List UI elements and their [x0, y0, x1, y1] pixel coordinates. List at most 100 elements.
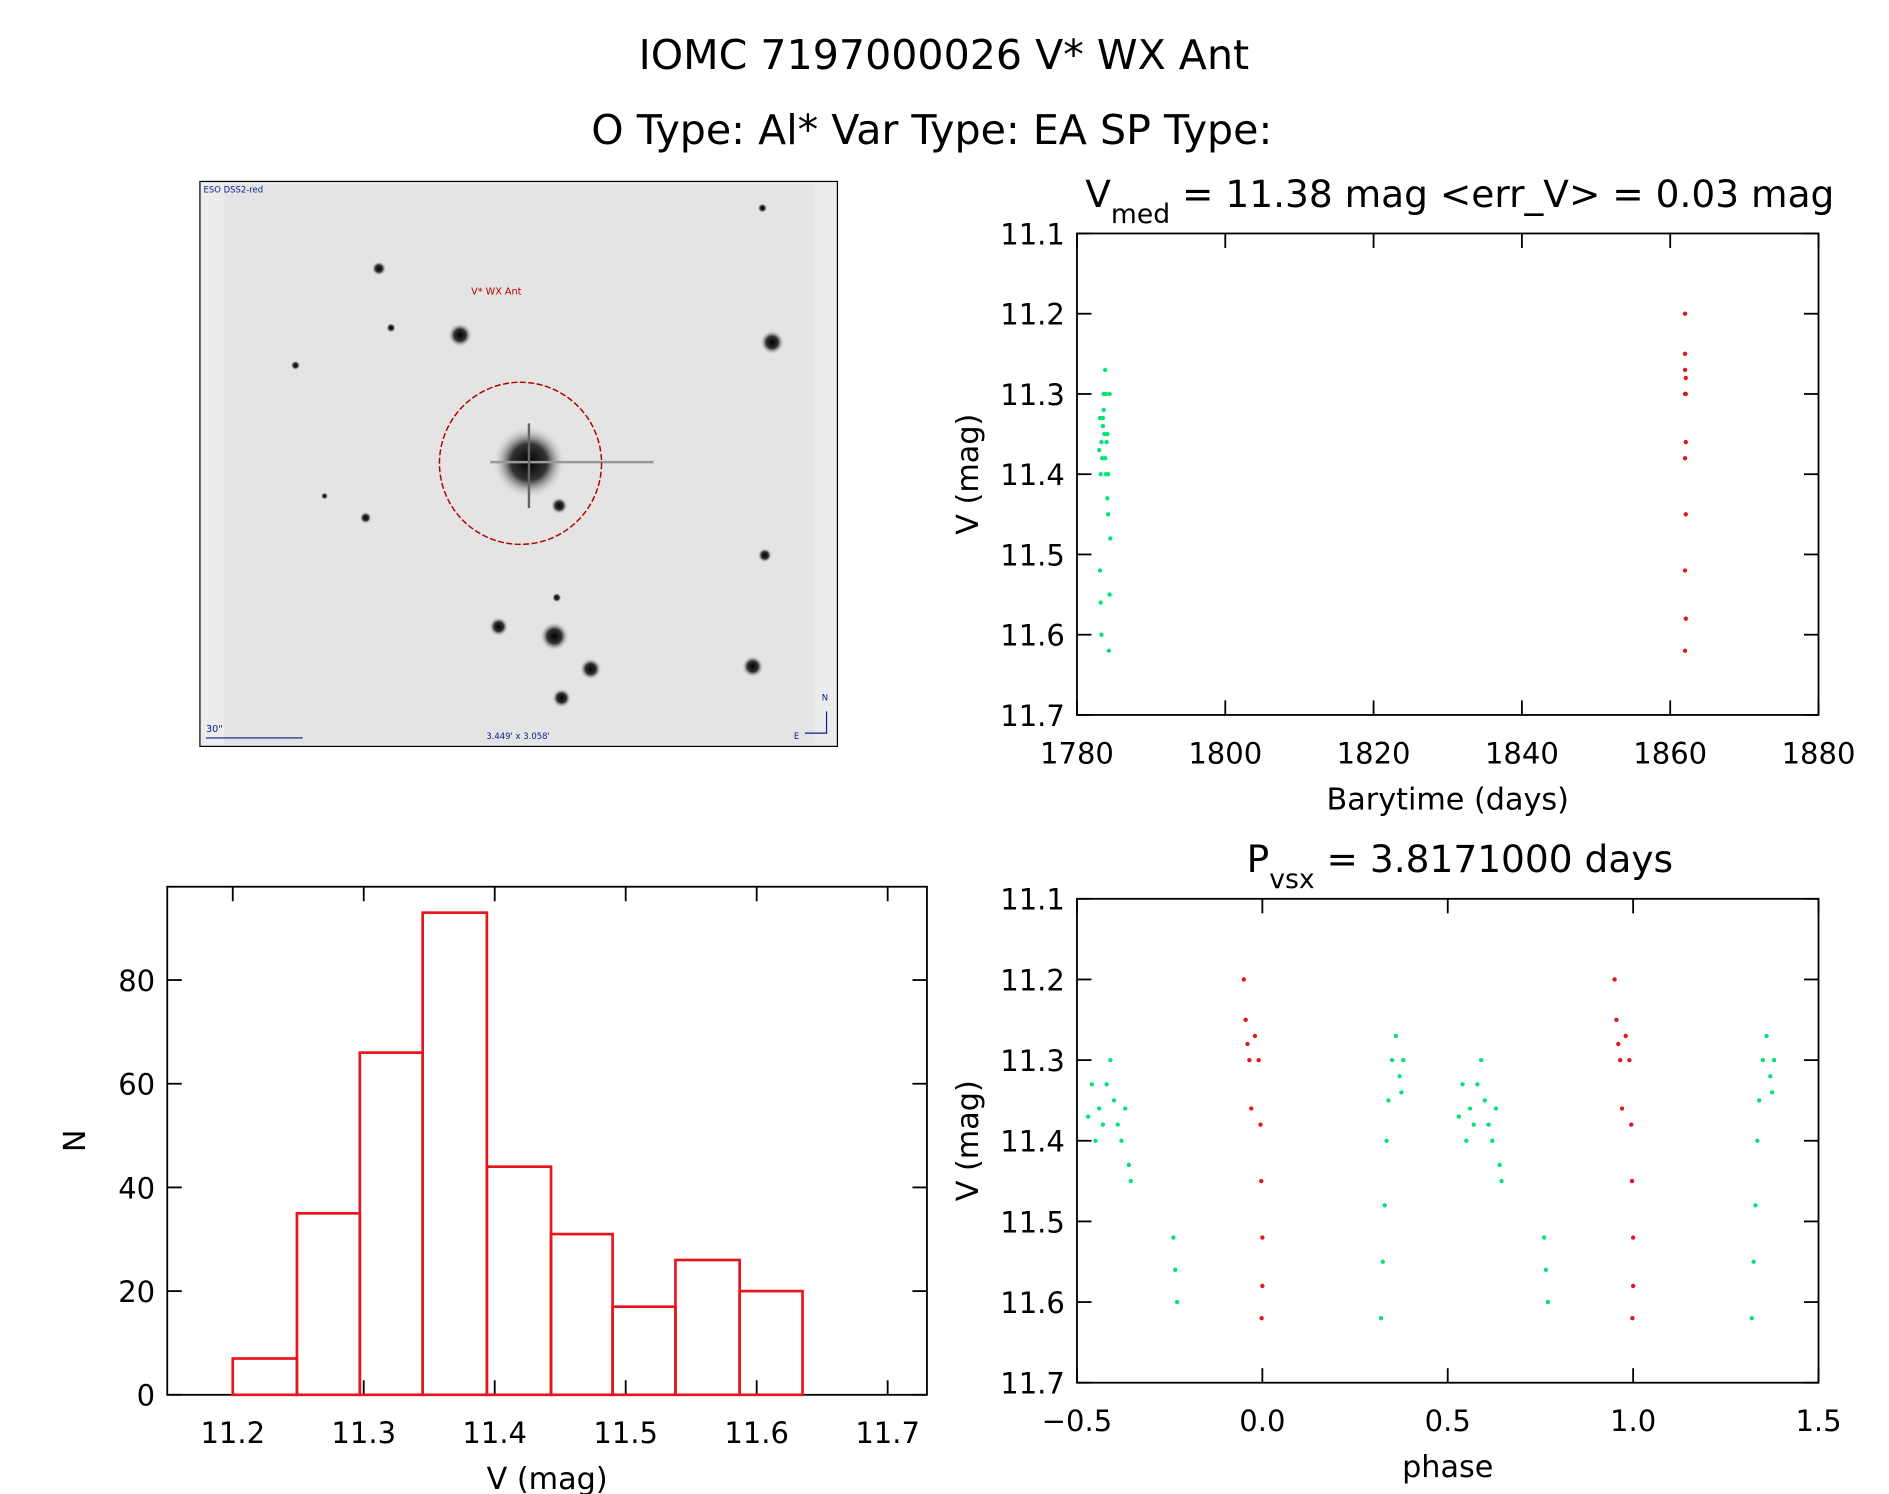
- chart-title-part: vsx: [1269, 864, 1314, 895]
- data-point: [1259, 1316, 1264, 1321]
- east-label: E: [794, 731, 799, 741]
- data-point: [1101, 407, 1106, 413]
- data-point: [1771, 1057, 1777, 1063]
- x-tick-label: 0.5: [1425, 1404, 1471, 1438]
- data-point: [1093, 1138, 1098, 1143]
- data-point: [1612, 977, 1617, 982]
- data-point: [1616, 1041, 1621, 1047]
- scale-label: 30": [206, 724, 223, 735]
- chart-title-part: P: [1247, 837, 1270, 881]
- x-tick-label: 11.7: [855, 1416, 920, 1450]
- histogram-bar: [295, 1212, 362, 1397]
- data-point: [1490, 1138, 1495, 1143]
- data-point: [1105, 496, 1110, 501]
- data-point: [1108, 536, 1113, 541]
- data-point: [1467, 1106, 1473, 1111]
- y-tick-label: 11.5: [1000, 1205, 1065, 1239]
- data-point: [1617, 1057, 1623, 1063]
- y-tick-label: 11.5: [1000, 538, 1065, 572]
- data-point: [1629, 1122, 1634, 1127]
- x-axis-label: Barytime (days): [1327, 782, 1569, 817]
- y-axis-label: V (mag): [951, 414, 986, 535]
- data-point: [1749, 1316, 1754, 1321]
- data-point: [1260, 1283, 1265, 1289]
- data-point: [1105, 512, 1111, 517]
- x-tick-label: 1.5: [1795, 1404, 1841, 1438]
- data-point: [1471, 1122, 1476, 1127]
- data-point: [1247, 1057, 1252, 1063]
- y-tick-label: 0: [137, 1379, 155, 1413]
- data-point: [1682, 351, 1688, 357]
- data-point: [1478, 1057, 1484, 1063]
- chart-title: Pvsx = 3.8171000 days: [1247, 837, 1673, 895]
- data-point: [1619, 1106, 1625, 1111]
- data-point: [1260, 1235, 1265, 1240]
- data-point: [1258, 1122, 1263, 1127]
- x-tick-label: 1880: [1782, 736, 1856, 770]
- data-point: [1486, 1122, 1491, 1127]
- data-point: [1460, 1082, 1465, 1087]
- x-axis-label: V (mag): [487, 1462, 608, 1494]
- target-circle: [438, 381, 603, 546]
- data-point: [1249, 1106, 1254, 1111]
- data-point: [1378, 1316, 1384, 1321]
- data-point: [1475, 1082, 1480, 1087]
- data-point: [1755, 1138, 1760, 1143]
- data-point: [1764, 1033, 1769, 1039]
- data-point: [1099, 632, 1104, 637]
- data-point: [1174, 1299, 1180, 1305]
- chart: 1780 1800 1820 1840 1860 1880 11.1 11.2 11.3 11.4…: [951, 172, 1856, 817]
- x-tick-label: −0.5: [1042, 1404, 1112, 1438]
- histogram-bar: [738, 1289, 804, 1397]
- data-point: [1097, 568, 1103, 573]
- y-tick-label: 11.7: [1000, 699, 1065, 733]
- data-point: [1256, 1057, 1261, 1063]
- data-point: [1630, 1283, 1636, 1289]
- data-point: [1105, 431, 1110, 437]
- data-point: [1115, 1122, 1120, 1127]
- data-point: [1630, 1235, 1636, 1240]
- chart: −0.5 0.0 0.5 1.0 1.5 11.1 11.2 11.3 11.4 11.5 11.6…: [951, 837, 1842, 1485]
- data-point: [1099, 439, 1104, 445]
- data-point: [1097, 447, 1102, 453]
- x-tick-label: 1800: [1188, 736, 1262, 770]
- figure-subtitle: O Type: Al* Var Type: EA SP Type:: [591, 106, 1272, 154]
- chart-title-part: = 3.8171000 days: [1315, 837, 1673, 881]
- sky-image: ESO DSS2-red V* WX Ant 30" 3.449' x 3.05…: [199, 180, 839, 747]
- data-point: [1397, 1074, 1402, 1079]
- data-point: [1252, 1033, 1258, 1039]
- data-point: [1100, 423, 1106, 429]
- histogram-bar: [611, 1305, 677, 1397]
- target-label: V* WX Ant: [471, 287, 521, 298]
- y-tick-label: 11.2: [1000, 963, 1065, 997]
- x-tick-label: 1780: [1040, 736, 1114, 770]
- x-tick-label: 11.2: [200, 1416, 265, 1450]
- data-point: [1105, 472, 1111, 477]
- y-tick-label: 11.6: [1000, 1286, 1065, 1320]
- data-point: [1493, 1106, 1499, 1111]
- y-tick-label: 80: [118, 964, 155, 998]
- x-tick-label: 11.5: [593, 1416, 658, 1450]
- data-point: [1128, 1178, 1133, 1184]
- data-point: [1683, 391, 1688, 397]
- data-point: [1683, 616, 1688, 621]
- data-point: [1243, 1017, 1248, 1022]
- data-point: [1122, 1106, 1128, 1111]
- data-point: [1482, 1098, 1487, 1103]
- data-point: [1768, 1074, 1773, 1079]
- histogram-bar: [674, 1258, 741, 1397]
- y-tick-label: 60: [118, 1068, 155, 1102]
- data-point: [1107, 592, 1112, 597]
- x-tick-label: 1840: [1485, 736, 1559, 770]
- y-tick-label: 11.7: [1000, 1367, 1065, 1401]
- data-point: [1382, 1203, 1387, 1208]
- data-point: [1119, 1138, 1124, 1143]
- data-point: [1683, 512, 1688, 517]
- data-point: [1241, 977, 1246, 982]
- histogram-bar: [485, 1165, 553, 1397]
- data-point: [1682, 648, 1688, 653]
- data-point: [1682, 455, 1688, 461]
- compass: [804, 711, 828, 734]
- data-point: [1683, 375, 1688, 381]
